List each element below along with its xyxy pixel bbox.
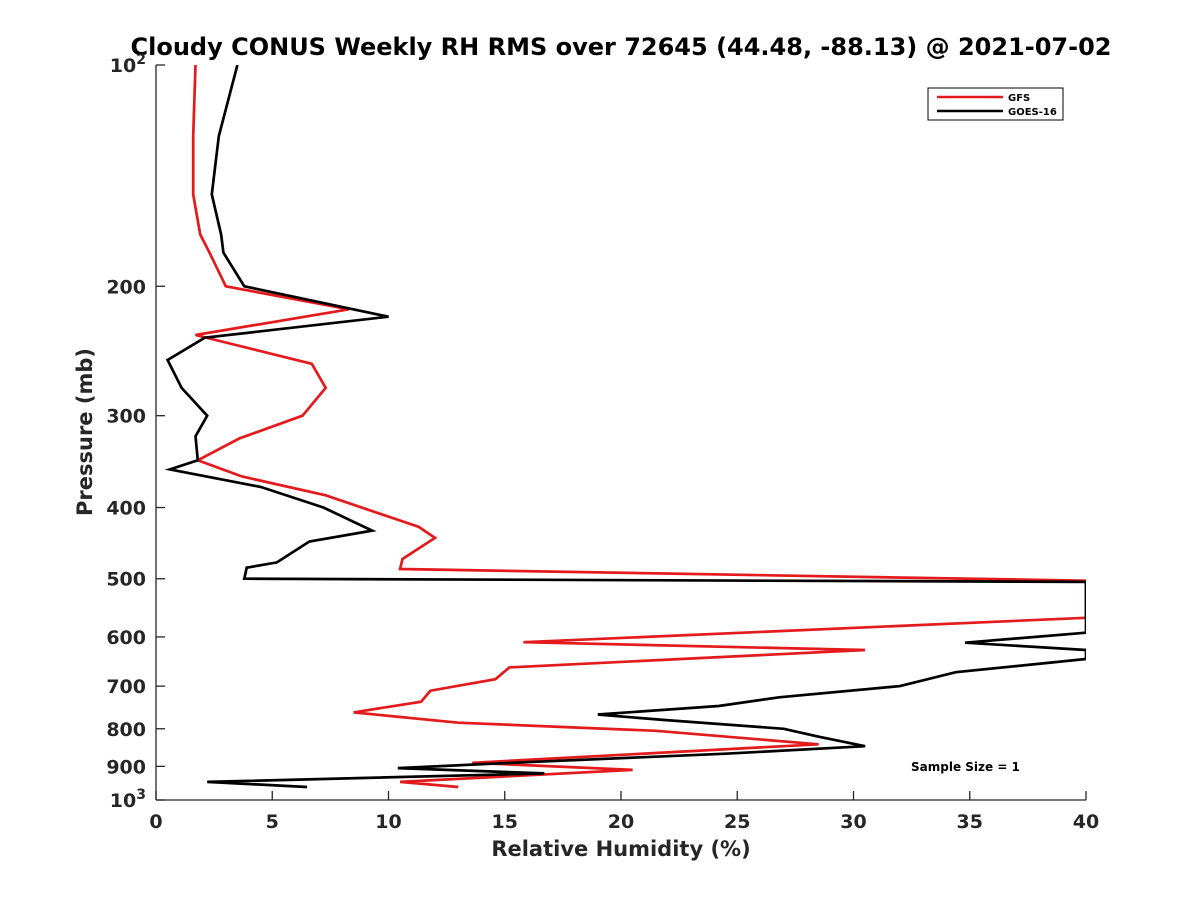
y-tick-label: 400 bbox=[106, 498, 146, 520]
x-tick-label: 0 bbox=[149, 811, 162, 833]
x-tick-label: 10 bbox=[375, 811, 401, 833]
legend-label-gfs: GFS bbox=[1008, 93, 1030, 104]
legend-label-goes16: GOES-16 bbox=[1008, 107, 1057, 118]
x-axis-label: Relative Humidity (%) bbox=[491, 837, 750, 861]
x-tick-label: 30 bbox=[840, 811, 866, 833]
series-line-goes16 bbox=[164, 65, 1086, 789]
x-tick-label: 15 bbox=[492, 811, 518, 833]
y-tick-label: 800 bbox=[106, 719, 146, 741]
y-tick-label: 300 bbox=[106, 406, 146, 428]
x-tick-label: 35 bbox=[957, 811, 983, 833]
y-tick-exponent: 2 bbox=[136, 52, 146, 68]
y-tick-label: 900 bbox=[106, 756, 146, 778]
y-tick-base: 10 bbox=[110, 790, 136, 812]
y-tick-label: 700 bbox=[106, 676, 146, 698]
x-tick-label: 40 bbox=[1073, 811, 1099, 833]
y-tick-label: 103 bbox=[110, 787, 146, 812]
y-tick-base: 10 bbox=[110, 55, 136, 77]
series-line-gfs bbox=[191, 65, 1086, 789]
y-tick-label: 600 bbox=[106, 627, 146, 649]
x-tick-label: 25 bbox=[724, 811, 750, 833]
y-tick-label: 500 bbox=[106, 569, 146, 591]
legend-box bbox=[927, 87, 1064, 121]
chart-title: Cloudy CONUS Weekly RH RMS over 72645 (4… bbox=[131, 33, 1112, 61]
x-tick-label: 5 bbox=[266, 811, 279, 833]
y-tick-label: 102 bbox=[110, 52, 146, 77]
y-axis-label: Pressure (mb) bbox=[73, 348, 97, 516]
legend: GFS GOES-16 bbox=[927, 87, 1064, 121]
sample-size-annotation: Sample Size = 1 bbox=[911, 760, 1020, 774]
y-tick-exponent: 3 bbox=[136, 787, 146, 803]
x-tick-label: 20 bbox=[608, 811, 634, 833]
y-tick-label: 200 bbox=[106, 276, 146, 298]
